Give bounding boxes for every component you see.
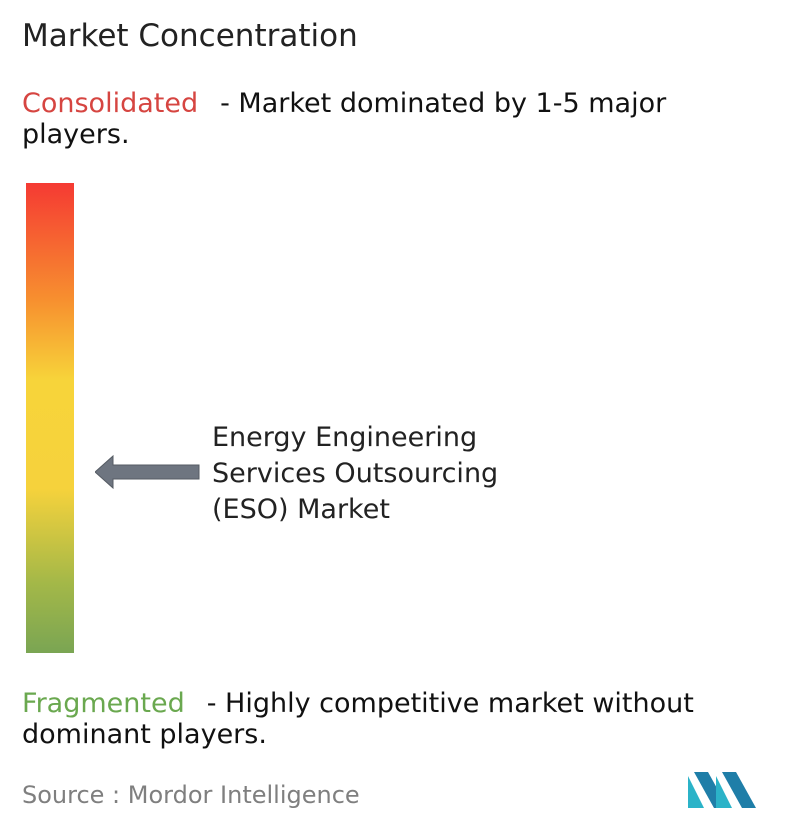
fragmented-legend: Fragmented - Highly competitive market wi… xyxy=(22,688,782,750)
fragmented-description: - Highly competitive market without domi… xyxy=(22,688,694,750)
market-label-line-1: Energy Engineering xyxy=(212,422,478,453)
consolidated-legend: Consolidated - Market dominated by 1-5 ma… xyxy=(22,88,782,150)
source-note: Source : Mordor Intelligence xyxy=(22,781,360,809)
concentration-scale-bar xyxy=(26,183,74,653)
fragmented-label: Fragmented xyxy=(22,688,185,719)
market-position-arrow xyxy=(95,454,200,490)
consolidated-label: Consolidated xyxy=(22,88,199,119)
consolidated-description: - Market dominated by 1-5 major players. xyxy=(22,88,667,150)
market-label-line-2: Services Outsourcing xyxy=(212,458,499,489)
chart-title: Market Concentration xyxy=(22,18,358,54)
market-label-line-3: (ESO) Market xyxy=(212,494,390,525)
market-label: Energy Engineering Services Outsourcing … xyxy=(212,420,498,528)
arrow-head xyxy=(95,454,200,490)
mordor-intelligence-logo xyxy=(688,772,756,808)
